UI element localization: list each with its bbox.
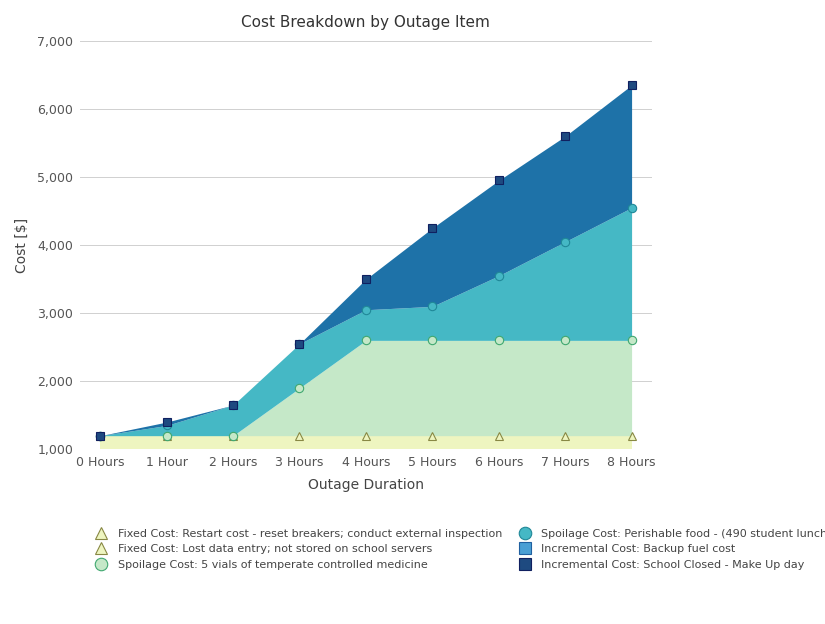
Legend: Fixed Cost: Restart cost - reset breakers; conduct external inspection, Fixed Co: Fixed Cost: Restart cost - reset breaker… — [86, 524, 825, 574]
X-axis label: Outage Duration: Outage Duration — [308, 477, 424, 492]
Y-axis label: Cost [$]: Cost [$] — [15, 218, 29, 273]
Title: Cost Breakdown by Outage Item: Cost Breakdown by Outage Item — [242, 15, 490, 30]
